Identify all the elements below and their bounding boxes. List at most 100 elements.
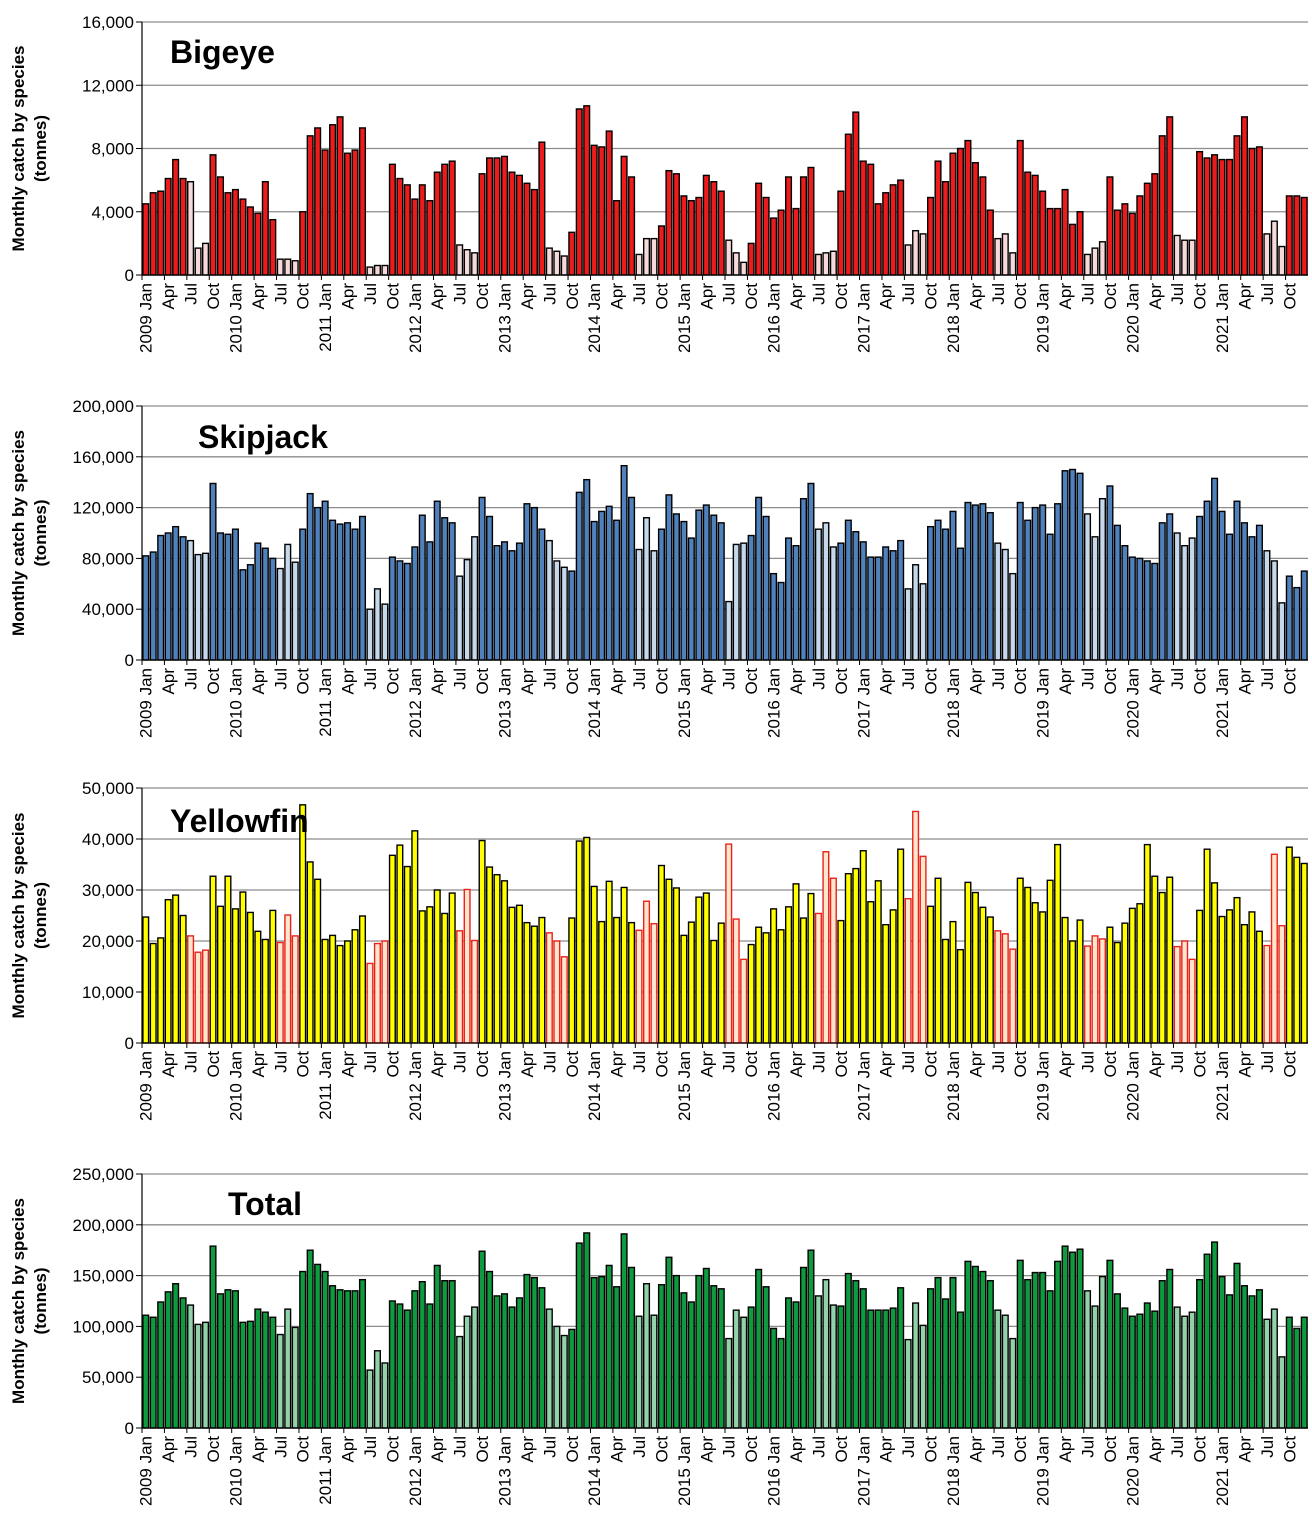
bar-bigeye <box>882 192 890 276</box>
y-tick-label: 0 <box>125 1419 134 1438</box>
bar-total <box>1098 1275 1106 1429</box>
x-tick-label: Jul <box>540 1051 559 1073</box>
bar-yellowfin <box>605 880 613 1044</box>
bar-bigeye <box>1009 252 1017 276</box>
bar-yellowfin <box>919 855 927 1044</box>
bar-skipjack <box>979 503 987 661</box>
bar-skipjack <box>269 557 277 661</box>
bar-bigeye <box>381 264 389 276</box>
bar-skipjack <box>1054 503 1062 661</box>
bar-yellowfin <box>672 887 680 1044</box>
bar-total <box>1083 1290 1092 1429</box>
bar-yellowfin <box>1166 876 1174 1044</box>
chart-title: Bigeye <box>170 34 275 70</box>
bar-bigeye <box>471 252 479 276</box>
bar-yellowfin <box>650 922 658 1044</box>
bar-bigeye <box>396 177 404 276</box>
x-tick-label: Oct <box>563 1051 582 1078</box>
bar-bigeye <box>710 181 718 276</box>
x-tick-label: Oct <box>204 1051 223 1078</box>
x-tick-label: 2013 Jan <box>496 1051 515 1121</box>
x-tick-label: Jul <box>899 283 918 305</box>
bar-total <box>373 1350 381 1429</box>
bar-skipjack <box>1151 562 1159 661</box>
bar-yellowfin <box>1211 882 1219 1044</box>
bar-skipjack <box>373 588 381 661</box>
x-tick-label: 2021 Jan <box>1213 668 1232 738</box>
x-tick-label: Apr <box>159 283 178 310</box>
x-tick-label: Oct <box>1280 1051 1299 1078</box>
x-tick-label: Oct <box>1011 283 1030 310</box>
bar-bigeye <box>1293 195 1301 276</box>
x-tick-label: Oct <box>1191 668 1210 695</box>
x-tick-label: Apr <box>159 668 178 695</box>
x-tick-label: 2021 Jan <box>1213 1436 1232 1506</box>
bar-bigeye <box>358 127 367 276</box>
bar-total <box>912 1302 920 1429</box>
bar-skipjack <box>1069 468 1077 661</box>
x-tick-label: Jul <box>1168 283 1187 305</box>
bar-total <box>725 1337 733 1429</box>
bar-bigeye <box>433 171 441 276</box>
x-tick-label: Jul <box>1258 283 1277 305</box>
x-tick-label: Jul <box>361 1436 380 1458</box>
bar-yellowfin <box>814 912 822 1044</box>
bar-total <box>650 1314 658 1429</box>
bar-skipjack <box>897 539 905 661</box>
x-tick-label: Oct <box>294 668 313 695</box>
bar-skipjack <box>889 550 897 661</box>
x-tick-label: Oct <box>1011 1051 1030 1078</box>
bar-skipjack <box>1136 557 1144 661</box>
x-tick-label: Apr <box>697 668 716 695</box>
bar-yellowfin <box>747 943 755 1044</box>
bar-skipjack <box>142 555 150 661</box>
bar-yellowfin <box>575 840 583 1044</box>
x-tick-label: Oct <box>1101 1051 1120 1078</box>
bar-skipjack <box>538 528 546 661</box>
bar-bigeye <box>179 177 187 276</box>
bar-total <box>941 1298 950 1429</box>
x-tick-label: 2020 Jan <box>1123 668 1142 738</box>
x-tick-label: Jul <box>182 1051 201 1073</box>
x-tick-label: Jul <box>720 668 739 690</box>
x-tick-label: 2020 Jan <box>1123 1051 1142 1121</box>
x-tick-label: Apr <box>787 1051 806 1078</box>
bar-bigeye <box>1196 150 1204 276</box>
x-tick-label: Jul <box>451 283 470 305</box>
bar-total <box>1151 1310 1159 1429</box>
bar-total <box>336 1289 344 1429</box>
bar-bigeye <box>605 130 613 276</box>
bar-yellowfin <box>1173 945 1181 1044</box>
bar-total <box>1248 1295 1256 1429</box>
x-tick-label: Oct <box>742 1051 761 1078</box>
bar-yellowfin <box>351 929 359 1044</box>
bar-yellowfin <box>852 867 860 1044</box>
bar-yellowfin <box>553 940 561 1044</box>
x-tick-label: Apr <box>1235 1051 1254 1078</box>
x-tick-label: Oct <box>742 668 761 695</box>
bar-yellowfin <box>740 958 748 1044</box>
x-tick-label: Oct <box>204 668 223 695</box>
x-tick-label: Jul <box>271 1436 290 1458</box>
bar-yellowfin <box>1054 843 1062 1044</box>
x-tick-label: Oct <box>1101 1436 1120 1463</box>
bar-bigeye <box>642 237 651 276</box>
bar-skipjack <box>1203 500 1211 661</box>
bar-skipjack <box>1009 572 1017 661</box>
x-tick-label: 2016 Jan <box>765 283 784 353</box>
bar-total <box>986 1279 994 1429</box>
bar-skipjack <box>1300 570 1308 661</box>
bar-yellowfin <box>1136 903 1144 1044</box>
bar-yellowfin <box>1225 909 1234 1044</box>
bar-yellowfin <box>246 911 254 1044</box>
bar-total <box>717 1288 725 1429</box>
x-tick-label: 2018 Jan <box>944 1436 963 1506</box>
x-tick-label: Apr <box>877 668 896 695</box>
bar-yellowfin <box>261 938 269 1044</box>
bar-total <box>680 1292 688 1429</box>
bar-yellowfin <box>1188 958 1196 1044</box>
bar-total <box>949 1276 957 1429</box>
bar-total <box>358 1278 367 1429</box>
bar-yellowfin <box>179 914 187 1044</box>
x-tick-label: Jul <box>1079 1051 1098 1073</box>
